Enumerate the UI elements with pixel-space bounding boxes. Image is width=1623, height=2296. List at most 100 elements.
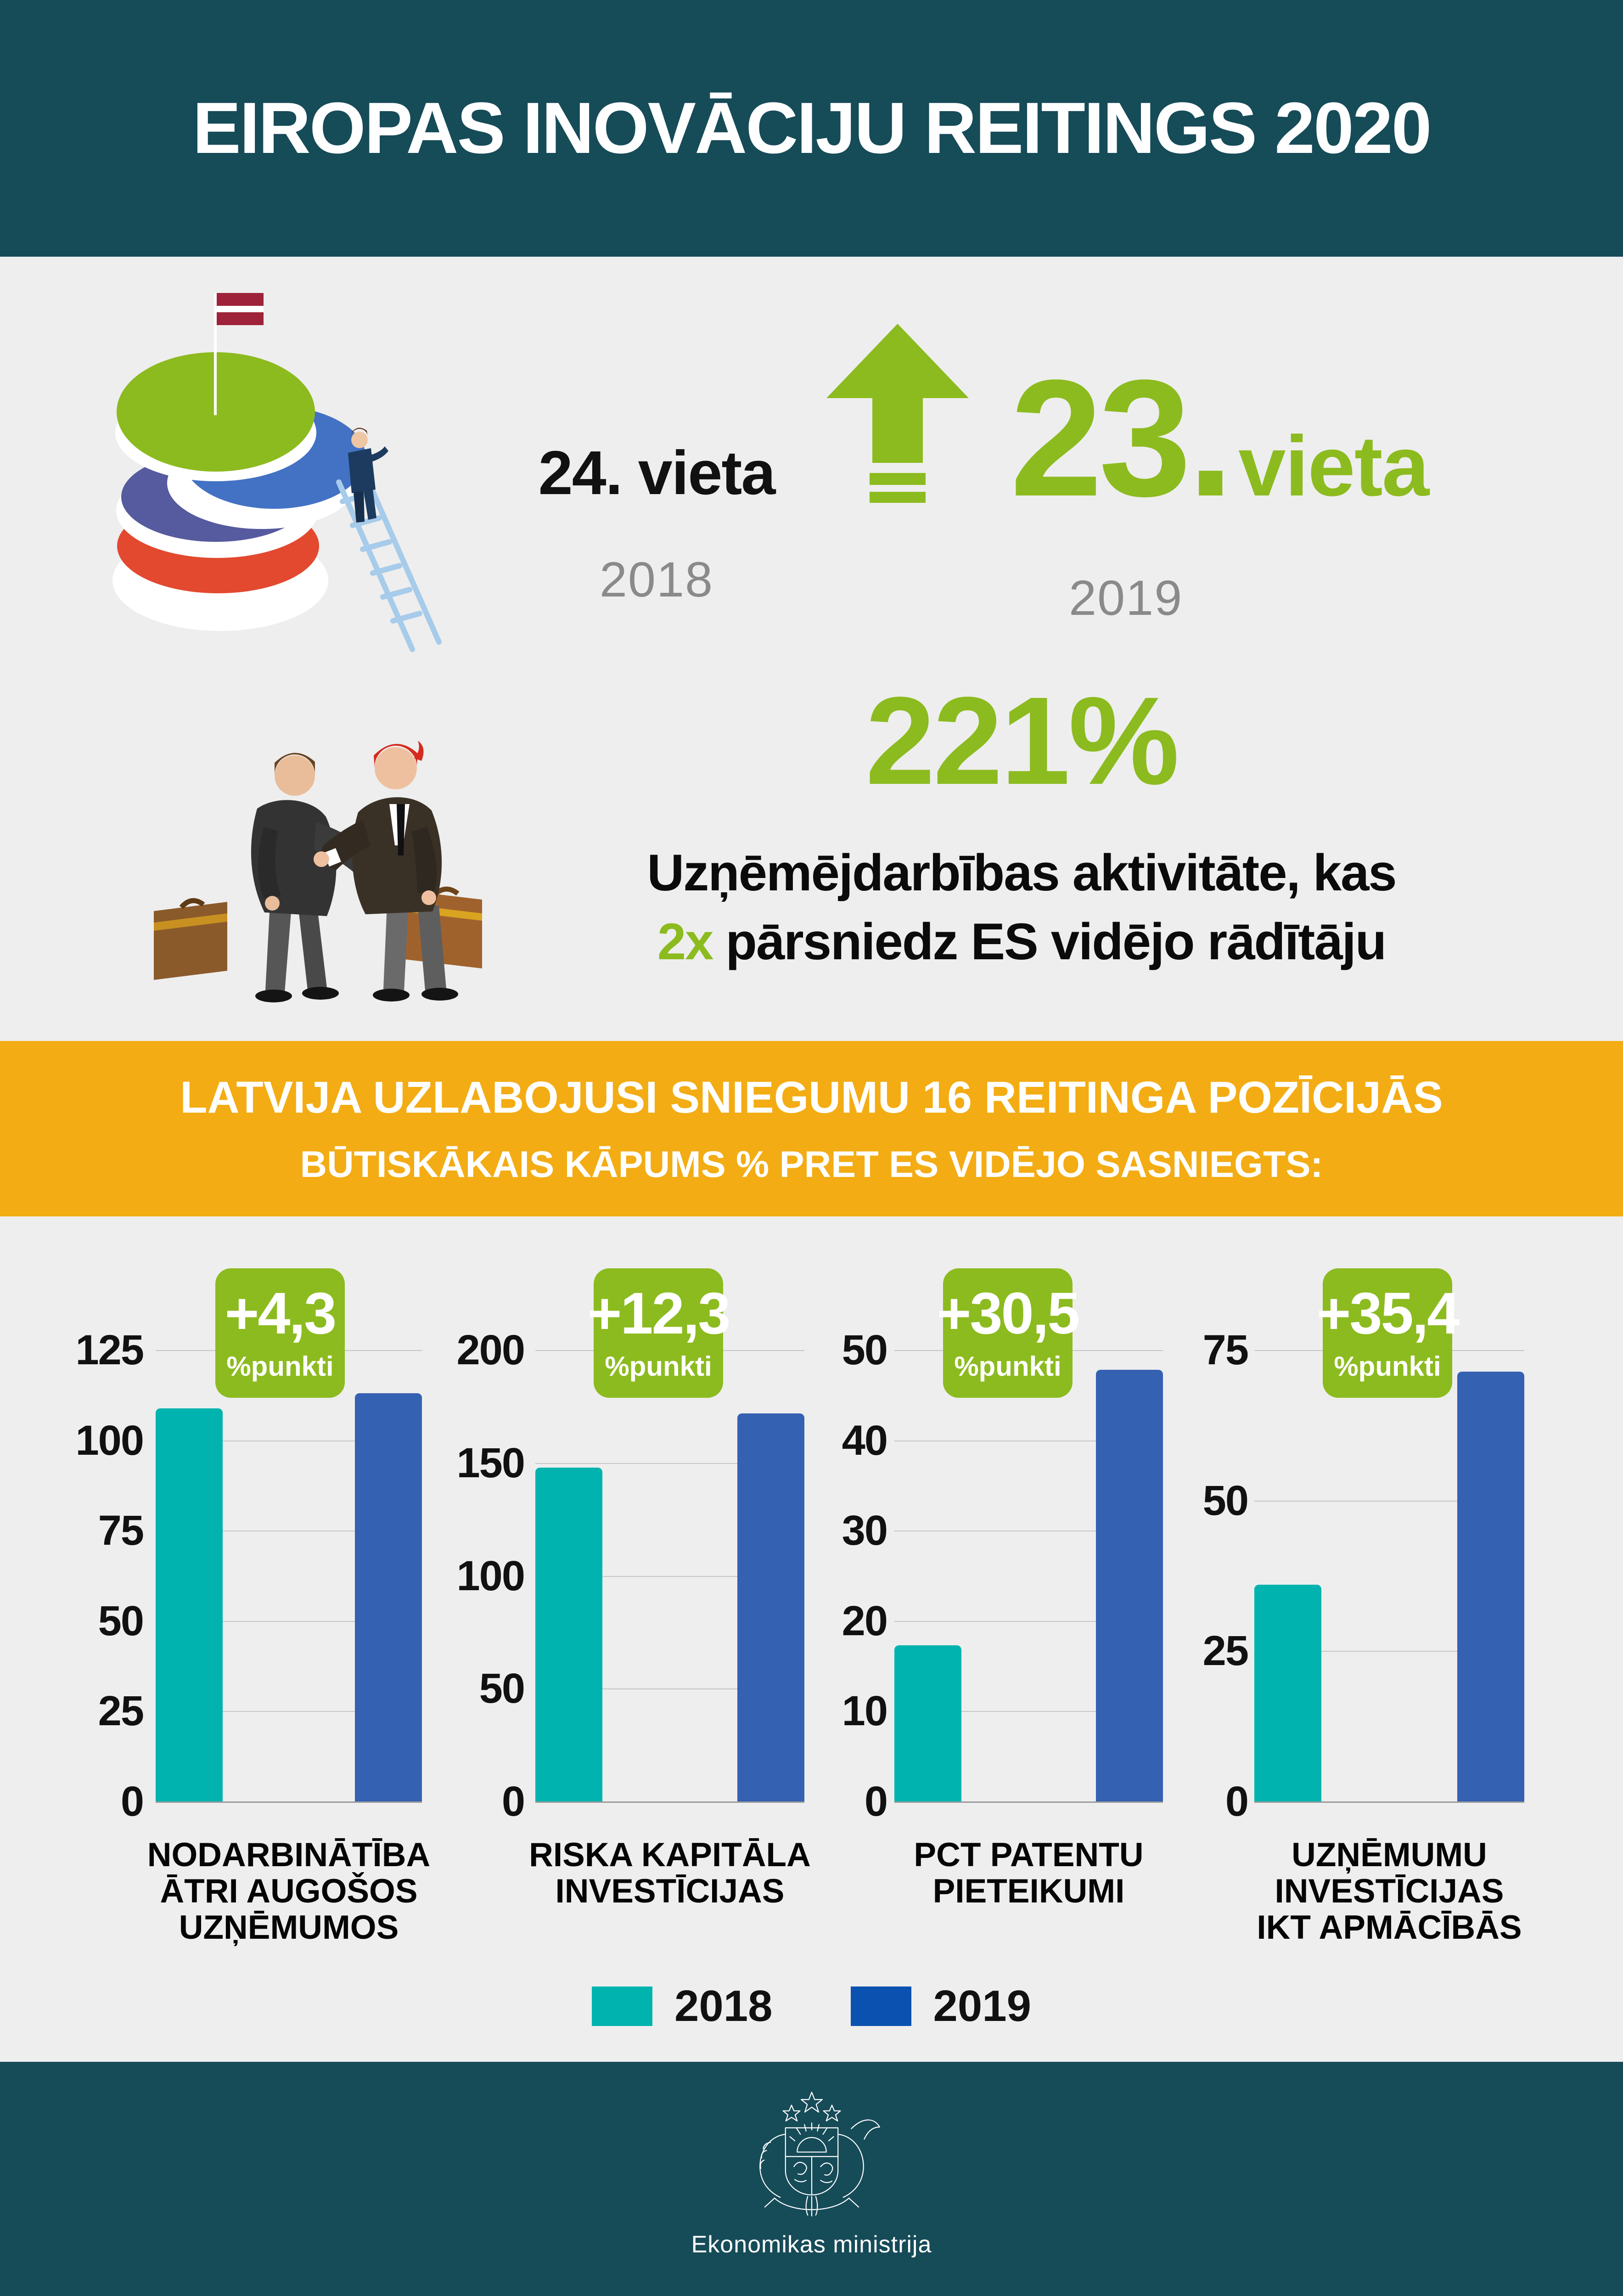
axis-tick-label: 50 bbox=[479, 1665, 525, 1712]
stat-line-1: Uzņēmējdarbības aktivitāte, kas bbox=[647, 844, 1397, 901]
latvia-flag-icon bbox=[217, 293, 264, 325]
chart-title-ikt-apmacibas: UZŅĒMUMU INVESTĪCIJAS IKT APMĀCĪBĀS bbox=[1201, 1837, 1578, 1946]
legend-label: 2019 bbox=[933, 1981, 1032, 2031]
chart-title-line: INVESTĪCIJAS bbox=[1275, 1873, 1504, 1910]
axis-tick-label: 0 bbox=[120, 1778, 144, 1825]
axis-tick-label: 75 bbox=[98, 1507, 144, 1554]
ladder-icon bbox=[336, 472, 442, 652]
bar-2018 bbox=[535, 1467, 602, 1801]
chart-title-nodarbinatiba: NODARBINĀTĪBA ĀTRI AUGOŠOS UZŅĒMUMOS bbox=[101, 1837, 477, 1946]
delta-badge: +30,5 %punkti bbox=[937, 1268, 1080, 1398]
stat-2x-highlight: 2x bbox=[657, 913, 714, 970]
podium-flag-ladder-illustration bbox=[112, 293, 442, 652]
bar-2018 bbox=[156, 1408, 223, 1801]
axis-tick-label: 40 bbox=[842, 1417, 888, 1464]
chart-title-line: PCT PATENTU bbox=[914, 1836, 1144, 1874]
chart-title-line: NODARBINĀTĪBA bbox=[147, 1836, 431, 1874]
axis-tick-label: 50 bbox=[98, 1597, 144, 1644]
axis-tick-label: 125 bbox=[75, 1327, 145, 1373]
delta-badge: +35,4 %punkti bbox=[1317, 1268, 1460, 1398]
delta-unit: %punkti bbox=[226, 1351, 334, 1382]
chart-title-line: UZŅĒMUMOS bbox=[179, 1909, 399, 1946]
ministry-name: Ekonomikas ministrija bbox=[691, 2231, 932, 2258]
gridline bbox=[156, 1621, 422, 1622]
axis-baseline bbox=[156, 1801, 422, 1803]
handshake-businessmen-illustration bbox=[154, 741, 482, 1002]
bar-2019 bbox=[355, 1393, 422, 1801]
chart-title-line: IKT APMĀCĪBĀS bbox=[1257, 1909, 1522, 1946]
bar-2019 bbox=[1096, 1370, 1163, 1801]
chart-legend: 2018 2019 bbox=[0, 1981, 1623, 2032]
delta-value: +30,5 bbox=[937, 1280, 1080, 1346]
latvia-coat-of-arms-icon bbox=[759, 2092, 880, 2217]
axis-tick-label: 75 bbox=[1202, 1327, 1249, 1373]
axis-baseline bbox=[894, 1801, 1163, 1803]
rank-2018-year: 2018 bbox=[599, 551, 714, 607]
legend-item: 2018 bbox=[591, 1981, 773, 2032]
axis-tick-label: 25 bbox=[1202, 1627, 1249, 1675]
gridline bbox=[535, 1576, 804, 1577]
up-arrow-icon bbox=[826, 324, 969, 503]
axis-tick-label: 30 bbox=[842, 1507, 888, 1554]
chart-title-line: UZŅĒMUMU bbox=[1292, 1836, 1487, 1874]
delta-badge: +4,3 %punkti bbox=[215, 1268, 345, 1398]
stat-line-2-rest: pārsniedz ES vidējo rādītāju bbox=[725, 913, 1387, 970]
gridline bbox=[894, 1711, 1163, 1712]
gridline bbox=[156, 1711, 422, 1712]
axis-tick-label: 25 bbox=[98, 1688, 144, 1735]
legend-swatch bbox=[591, 1986, 652, 2026]
ranking-section: 24. vieta 2018 23. vieta 2019 bbox=[0, 257, 1623, 1041]
axis-tick-label: 10 bbox=[842, 1688, 888, 1735]
chart-title-line: INVESTĪCIJAS bbox=[555, 1873, 785, 1910]
gridline bbox=[1254, 1651, 1524, 1652]
charts-section: 2018 2019 0 25 50 75 100 125 +4,3 %punkti NODARBI… bbox=[0, 1216, 1623, 2062]
gridline bbox=[535, 1688, 804, 1690]
rank-2018-block: 24. vieta 2018 bbox=[505, 437, 808, 608]
stat-line-2: 2x pārsniedz ES vidējo rādītāju bbox=[528, 916, 1515, 968]
banner-line-1: LATVIJA UZLABOJUSI SNIEGUMU 16 REITINGA … bbox=[180, 1072, 1443, 1122]
legend-item: 2019 bbox=[850, 1981, 1032, 2032]
delta-unit: %punkti bbox=[954, 1351, 1061, 1382]
climbing-businessman-icon bbox=[348, 428, 388, 523]
stat-value: 221% bbox=[865, 671, 1179, 810]
axis-tick-label: 0 bbox=[864, 1778, 888, 1825]
rank-2018-label: 24. vieta bbox=[538, 438, 776, 507]
bar-2019 bbox=[1457, 1372, 1524, 1801]
page-title: EIROPAS INOVĀCIJU REITINGS 2020 bbox=[192, 88, 1432, 169]
bar-2019 bbox=[737, 1413, 804, 1801]
axis-tick-label: 50 bbox=[842, 1327, 888, 1373]
chart-title-line: RISKA KAPITĀLA bbox=[529, 1836, 811, 1874]
gridline bbox=[1254, 1500, 1524, 1502]
header: EIROPAS INOVĀCIJU REITINGS 2020 bbox=[0, 0, 1623, 257]
legend-label: 2018 bbox=[674, 1981, 773, 2031]
banner-line-2: BŪTISKĀKAIS KĀPUMS % PRET ES VIDĒJO SASN… bbox=[300, 1143, 1323, 1185]
delta-unit: %punkti bbox=[1334, 1351, 1441, 1382]
bar-2018 bbox=[1254, 1585, 1321, 1801]
bar-2018 bbox=[894, 1645, 961, 1801]
rank-2019-block: 23. vieta 2019 bbox=[1010, 345, 1429, 626]
axis-tick-label: 200 bbox=[456, 1327, 526, 1373]
chart-title-line: ĀTRI AUGOŠOS bbox=[160, 1873, 418, 1910]
delta-badge: +12,3 %punkti bbox=[588, 1268, 730, 1398]
rank-2019-year: 2019 bbox=[1069, 570, 1183, 625]
chart-title-line: PIETEIKUMI bbox=[932, 1873, 1125, 1910]
axis-tick-label: 100 bbox=[456, 1552, 526, 1599]
axis-baseline bbox=[1254, 1801, 1524, 1803]
rank-2019-number: 23. bbox=[1010, 345, 1234, 531]
delta-unit: %punkti bbox=[605, 1351, 712, 1382]
gridline bbox=[535, 1463, 804, 1464]
axis-tick-label: 100 bbox=[75, 1417, 145, 1464]
gridline bbox=[894, 1621, 1163, 1622]
axis-tick-label: 20 bbox=[842, 1597, 888, 1644]
chart-title-pct-patenti: PCT PATENTU PIETEIKUMI bbox=[841, 1837, 1217, 1909]
delta-value: +12,3 bbox=[587, 1280, 731, 1346]
delta-value: +35,4 bbox=[1316, 1280, 1460, 1346]
chart-title-riska-kapitals: RISKA KAPITĀLA INVESTĪCIJAS bbox=[482, 1837, 858, 1909]
legend-swatch bbox=[850, 1986, 911, 2026]
delta-value: +4,3 bbox=[225, 1280, 337, 1346]
axis-tick-label: 0 bbox=[1225, 1778, 1249, 1825]
stat-221-block: 221% Uzņēmējdarbības aktivitāte, kas 2x p… bbox=[528, 678, 1515, 968]
axis-tick-label: 50 bbox=[1202, 1477, 1249, 1524]
axis-tick-label: 150 bbox=[456, 1439, 526, 1486]
